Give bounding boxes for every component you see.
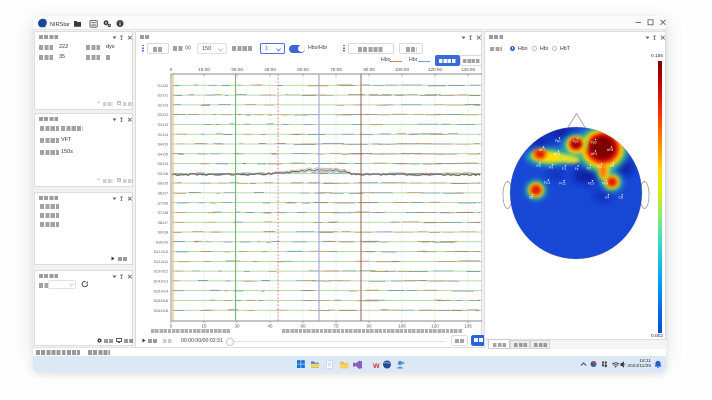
svg-text:15:00: 15:00 xyxy=(198,67,210,72)
svg-text:45: 45 xyxy=(267,324,273,329)
svg-text:S12-D11: S12-D11 xyxy=(154,260,168,264)
svg-text:S4-D5: S4-D5 xyxy=(158,152,168,156)
svg-text:C4: C4 xyxy=(605,196,609,200)
svg-text:45:00: 45:00 xyxy=(264,67,276,72)
svg-text:120: 120 xyxy=(431,324,439,329)
svg-text:S7-D6: S7-D6 xyxy=(158,201,168,205)
svg-text:S16-D16: S16-D16 xyxy=(153,309,168,313)
svg-text:S15-D16: S15-D16 xyxy=(153,299,168,303)
svg-text:AF7: AF7 xyxy=(539,148,545,152)
svg-text:S2-D1: S2-D1 xyxy=(158,94,168,98)
svg-text:F2: F2 xyxy=(587,166,591,170)
svg-text:S10-D9: S10-D9 xyxy=(155,240,168,244)
svg-text:S6-D5: S6-D5 xyxy=(158,182,168,186)
svg-text:F5: F5 xyxy=(537,164,541,168)
svg-text:Fp2: Fp2 xyxy=(591,141,597,145)
svg-text:105:00: 105:00 xyxy=(395,67,409,72)
svg-text:135:00: 135:00 xyxy=(461,67,475,72)
svg-text:FC4: FC4 xyxy=(602,182,609,186)
svg-text:S2-D3: S2-D3 xyxy=(158,103,168,107)
svg-text:60: 60 xyxy=(300,324,306,329)
svg-text:S14-D13: S14-D13 xyxy=(153,280,168,284)
svg-text:F3: F3 xyxy=(549,166,553,170)
svg-text:S3-D3: S3-D3 xyxy=(158,123,168,127)
svg-text:FC2: FC2 xyxy=(588,182,595,186)
svg-text:S11-D10: S11-D10 xyxy=(154,250,168,254)
svg-text:C5: C5 xyxy=(529,196,533,200)
svg-text:135: 135 xyxy=(464,324,472,329)
svg-text:AF8: AF8 xyxy=(607,148,613,152)
svg-text:S5-D6: S5-D6 xyxy=(158,172,168,176)
svg-text:F6: F6 xyxy=(610,164,614,168)
svg-text:120:00: 120:00 xyxy=(428,67,442,72)
svg-text:75: 75 xyxy=(333,324,339,329)
svg-text:F4: F4 xyxy=(598,165,602,169)
svg-text:75:00: 75:00 xyxy=(330,67,342,72)
svg-text:S5-D4: S5-D4 xyxy=(158,162,168,166)
svg-text:S3-D4: S3-D4 xyxy=(158,133,168,137)
svg-text:30:00: 30:00 xyxy=(231,67,243,72)
svg-text:30: 30 xyxy=(234,324,240,329)
svg-text:0: 0 xyxy=(170,324,173,329)
svg-text:FC1: FC1 xyxy=(559,182,566,186)
svg-text:90: 90 xyxy=(366,324,372,329)
svg-text:Fz: Fz xyxy=(575,167,579,171)
svg-text:Fp1: Fp1 xyxy=(555,139,561,143)
svg-text:15: 15 xyxy=(201,324,207,329)
svg-text:FC3: FC3 xyxy=(544,181,551,185)
svg-text:S9-D8: S9-D8 xyxy=(158,231,168,235)
svg-text:S15-D14: S15-D14 xyxy=(153,289,168,293)
svg-text:S1-D2: S1-D2 xyxy=(158,84,168,88)
svg-text:S4-D3: S4-D3 xyxy=(158,143,168,147)
svg-text:S13-D12: S13-D12 xyxy=(153,270,168,274)
svg-text:105: 105 xyxy=(398,324,406,329)
svg-text:90:00: 90:00 xyxy=(363,67,375,72)
svg-text:C6: C6 xyxy=(619,196,623,200)
svg-text:Fpz: Fpz xyxy=(573,140,579,144)
svg-text:60:00: 60:00 xyxy=(297,67,309,72)
svg-text:0: 0 xyxy=(170,67,173,72)
svg-text:F1: F1 xyxy=(562,167,566,171)
svg-text:w: w xyxy=(372,360,380,370)
svg-text:AF3: AF3 xyxy=(554,152,560,156)
svg-text:S3-D2: S3-D2 xyxy=(158,113,168,117)
svg-text:S8-D7: S8-D7 xyxy=(158,221,168,225)
svg-text:S6-D7: S6-D7 xyxy=(158,191,168,195)
svg-text:AF4: AF4 xyxy=(591,152,597,156)
svg-text:S7-D8: S7-D8 xyxy=(158,211,168,215)
